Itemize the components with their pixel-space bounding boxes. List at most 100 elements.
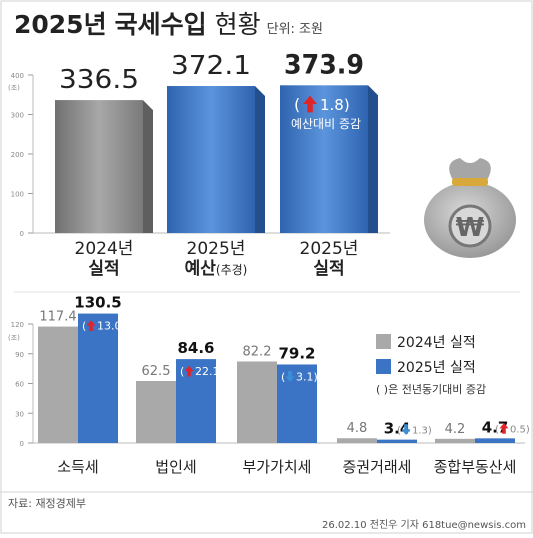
bottom-chart-bars <box>38 313 515 443</box>
top-y-tick-label: 300 <box>11 112 24 120</box>
top-annotation: (1.8) 예산대비 증감 <box>291 95 361 131</box>
change-value: 0.5) <box>510 424 530 435</box>
legend: 2024년 실적 2025년 실적 ( )은 전년동기대비 증감 <box>376 334 486 396</box>
change-annotation: (22.1) <box>180 365 224 378</box>
bottom-y-unit: (조) <box>8 334 20 342</box>
change-value: 13.0) <box>97 320 126 333</box>
red-up-arrow-icon <box>499 422 509 434</box>
bar-2025 <box>277 364 317 443</box>
value-label-2025: 130.5 <box>74 294 121 312</box>
change-annotation: (13.0) <box>82 320 126 333</box>
bottom-y-tick-label: 30 <box>15 410 24 418</box>
annotation-text: 예산대비 증감 <box>291 117 361 131</box>
top-bar-2 <box>167 86 265 233</box>
top-bar-face <box>55 100 143 234</box>
top-category-name: 실적 <box>313 259 344 279</box>
top-bar-side <box>143 100 153 234</box>
top-category-year: 2025년 <box>300 239 359 259</box>
value-label-2024: 82.2 <box>243 344 272 359</box>
change-annotation: (1.3) <box>397 424 432 437</box>
bottom-category-group <box>38 313 118 443</box>
top-value-label: 336.5 <box>59 65 139 95</box>
legend-swatch-2024 <box>376 334 391 349</box>
bar-2024 <box>237 361 277 443</box>
money-bag-icon: ₩ <box>424 158 516 258</box>
annotation-value: 1.8) <box>320 96 350 114</box>
change-open-paren: ( <box>281 370 285 383</box>
value-label-2025: 79.2 <box>278 344 315 362</box>
legend-label-2025: 2025년 실적 <box>397 360 476 376</box>
top-bar-3 <box>280 85 378 233</box>
bar-2025 <box>78 313 118 443</box>
bottom-y-tick-label: 60 <box>15 381 24 389</box>
top-y-unit: (조) <box>8 84 20 92</box>
top-bar-side <box>368 85 378 233</box>
page-title: 2025년 국세수입 현황 단위: 조원 <box>14 10 323 39</box>
top-chart-bars <box>55 85 378 234</box>
change-value: 22.1) <box>195 365 224 378</box>
bottom-category-label: 증권거래세 <box>342 458 411 476</box>
svg-text:₩: ₩ <box>456 213 485 243</box>
top-y-tick-label: 200 <box>11 151 24 159</box>
red-up-arrow-icon <box>86 320 96 331</box>
value-label-2025: 3.4 <box>384 420 411 438</box>
bottom-category-group <box>237 361 317 443</box>
top-category-name: 실적 <box>88 259 119 279</box>
bar-2024 <box>337 438 377 443</box>
annotation-up-arrow-icon <box>303 95 317 113</box>
top-bar-1 <box>55 100 153 234</box>
annotation-open-paren: ( <box>294 95 300 114</box>
top-y-tick-label: 400 <box>11 72 24 80</box>
value-label-2025: 4.7 <box>482 418 509 436</box>
bar-2024 <box>435 438 475 443</box>
change-annotation: (0.5) <box>495 422 530 435</box>
source-text: 자료: 재정경제부 <box>8 497 86 510</box>
blue-down-arrow-icon <box>285 371 295 382</box>
value-label-2024: 4.8 <box>347 421 368 436</box>
credit-text: 26.02.10 전진우 기자 618tue@newsis.com <box>322 519 526 531</box>
bottom-category-label: 부가가치세 <box>242 458 311 476</box>
top-bar-face <box>280 85 368 233</box>
legend-note: ( )은 전년동기대비 증감 <box>376 383 486 396</box>
top-category-year: 2025년 <box>187 239 246 259</box>
bottom-category-group <box>337 438 417 443</box>
top-bar-side <box>255 86 265 233</box>
top-value-label: 373.9 <box>284 49 364 80</box>
bar-2024 <box>38 326 78 443</box>
change-open-paren: ( <box>397 426 401 437</box>
bottom-category-label: 법인세 <box>155 458 196 476</box>
legend-label-2024: 2024년 실적 <box>397 335 476 351</box>
bar-2025 <box>475 438 515 443</box>
bar-2024 <box>136 381 176 443</box>
change-value: 1.3) <box>412 426 432 437</box>
bottom-y-tick-label: 0 <box>20 440 24 448</box>
bottom-category-label: 종합부동산세 <box>434 458 517 476</box>
bottom-y-tick-label: 120 <box>11 321 24 329</box>
red-up-arrow-icon <box>184 365 194 377</box>
top-bar-face <box>167 86 255 233</box>
top-y-tick-label: 100 <box>11 191 24 199</box>
top-y-tick-label: 0 <box>20 230 24 238</box>
bottom-category-label: 소득세 <box>57 458 98 476</box>
change-value: 3.1) <box>296 370 318 383</box>
bottom-category-group <box>435 438 515 443</box>
bottom-y-tick-label: 90 <box>15 351 24 359</box>
top-category-year: 2024년 <box>75 239 134 259</box>
value-label-2024: 4.2 <box>445 422 466 437</box>
blue-down-arrow-icon <box>401 424 411 436</box>
top-category-name: 예산(추경) <box>185 259 248 279</box>
bar-2025 <box>377 439 417 443</box>
value-label-2024: 117.4 <box>39 310 76 325</box>
legend-swatch-2025 <box>376 359 391 374</box>
value-label-2024: 62.5 <box>142 364 171 379</box>
change-open-paren: ( <box>495 424 499 435</box>
value-label-2025: 84.6 <box>177 339 214 357</box>
bar-2025 <box>176 359 216 443</box>
change-open-paren: ( <box>180 365 184 378</box>
top-value-label: 372.1 <box>171 51 251 81</box>
